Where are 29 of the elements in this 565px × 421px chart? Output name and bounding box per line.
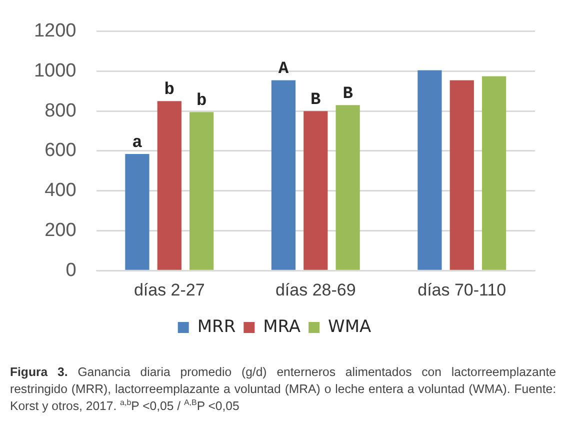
- bar: [482, 76, 506, 270]
- data-label: b: [164, 80, 174, 100]
- data-label: A: [278, 60, 290, 80]
- x-tick-label: días 70-110: [418, 280, 506, 300]
- bar: [157, 101, 182, 270]
- text: Figura 3.: [10, 365, 68, 379]
- y-tick-label: 1000: [34, 60, 76, 82]
- bar: [271, 80, 296, 270]
- data-label: B: [310, 90, 321, 110]
- legend-label: MRA: [263, 316, 301, 337]
- data-label: b: [196, 92, 207, 111]
- bar: [450, 80, 474, 270]
- legend-label: MRR: [197, 316, 236, 337]
- bar: [190, 112, 214, 270]
- bar: [418, 70, 442, 270]
- data-label: a: [132, 134, 142, 153]
- x-tick-label: días 2-27: [134, 280, 205, 300]
- y-tick-label: 600: [44, 140, 76, 162]
- x-tick-label: días 28-69: [275, 280, 356, 300]
- bar: [336, 105, 360, 270]
- y-tick-label: 1200: [34, 20, 76, 42]
- legend-label: WMA: [328, 316, 372, 337]
- bar: [125, 154, 150, 270]
- y-tick-label: 800: [44, 100, 76, 122]
- y-tick-label: 200: [44, 220, 76, 241]
- bar: [304, 111, 328, 270]
- data-label: B: [342, 84, 353, 104]
- y-tick-label: 400: [44, 180, 76, 202]
- y-tick-label: 0: [66, 260, 76, 281]
